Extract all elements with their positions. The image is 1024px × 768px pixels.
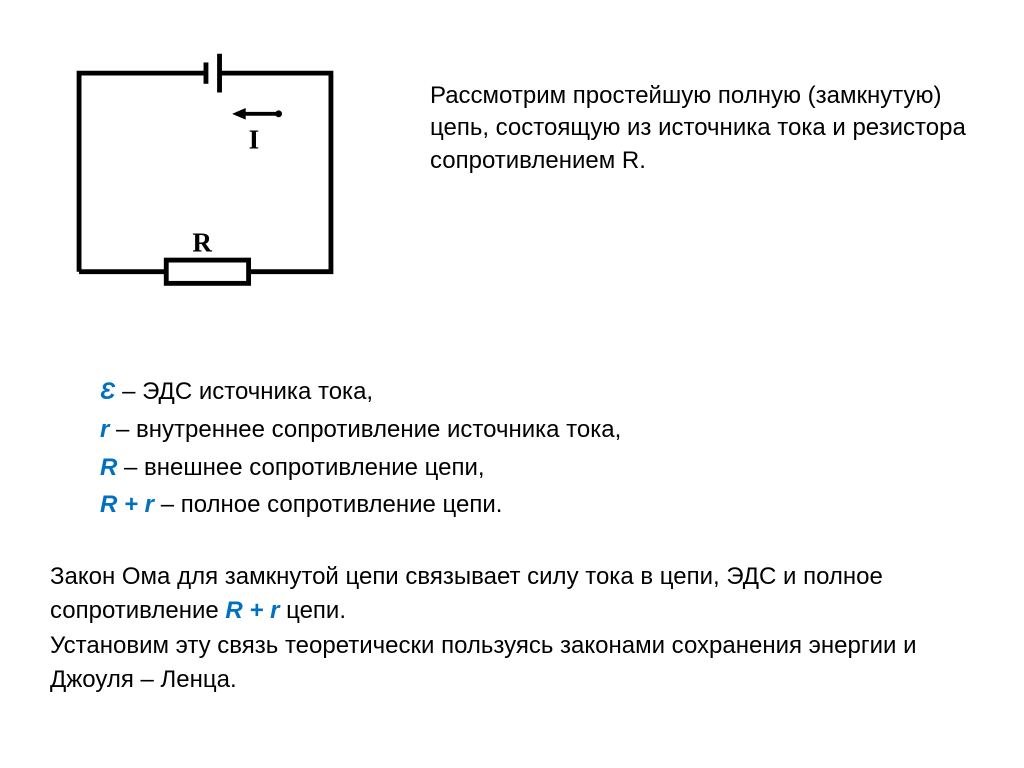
symbol-eps: Ɛ <box>100 378 115 405</box>
body-p1a: Закон Ома для замкнутой цепи связывает с… <box>50 563 883 624</box>
def-eps-text: – ЭДС источника тока, <box>115 378 373 405</box>
label-I: I <box>249 125 260 155</box>
body-p2: Установим эту связь теоретически пользуя… <box>50 629 980 696</box>
body-p1-sym: R + r <box>225 597 279 624</box>
definitions-list: Ɛ – ЭДС источника тока, r – внутреннее с… <box>100 375 920 526</box>
body-p1b: цепи. <box>279 597 346 624</box>
circuit-diagram: I R <box>50 30 360 310</box>
body-paragraphs: Закон Ома для замкнутой цепи связывает с… <box>50 560 980 698</box>
symbol-R: R <box>100 454 117 481</box>
symbol-r: r <box>100 416 109 443</box>
def-Rr: R + r – полное сопротивление цепи. <box>100 488 920 523</box>
def-R-text: – внешнее сопротивление цепи, <box>117 454 484 481</box>
def-Rr-text: – полное сопротивление цепи. <box>154 491 502 518</box>
def-R: R – внешнее сопротивление цепи, <box>100 451 920 486</box>
body-p1: Закон Ома для замкнутой цепи связывает с… <box>50 560 980 627</box>
symbol-Rr: R + r <box>100 491 154 518</box>
intro-paragraph: Рассмотрим простейшую полную (замкнутую)… <box>430 80 970 177</box>
circuit-svg: I R <box>50 30 360 310</box>
def-eps: Ɛ – ЭДС источника тока, <box>100 375 920 410</box>
label-R: R <box>192 227 212 257</box>
def-r-text: – внутреннее сопротивление источника ток… <box>109 416 621 443</box>
def-r: r – внутреннее сопротивление источника т… <box>100 413 920 448</box>
